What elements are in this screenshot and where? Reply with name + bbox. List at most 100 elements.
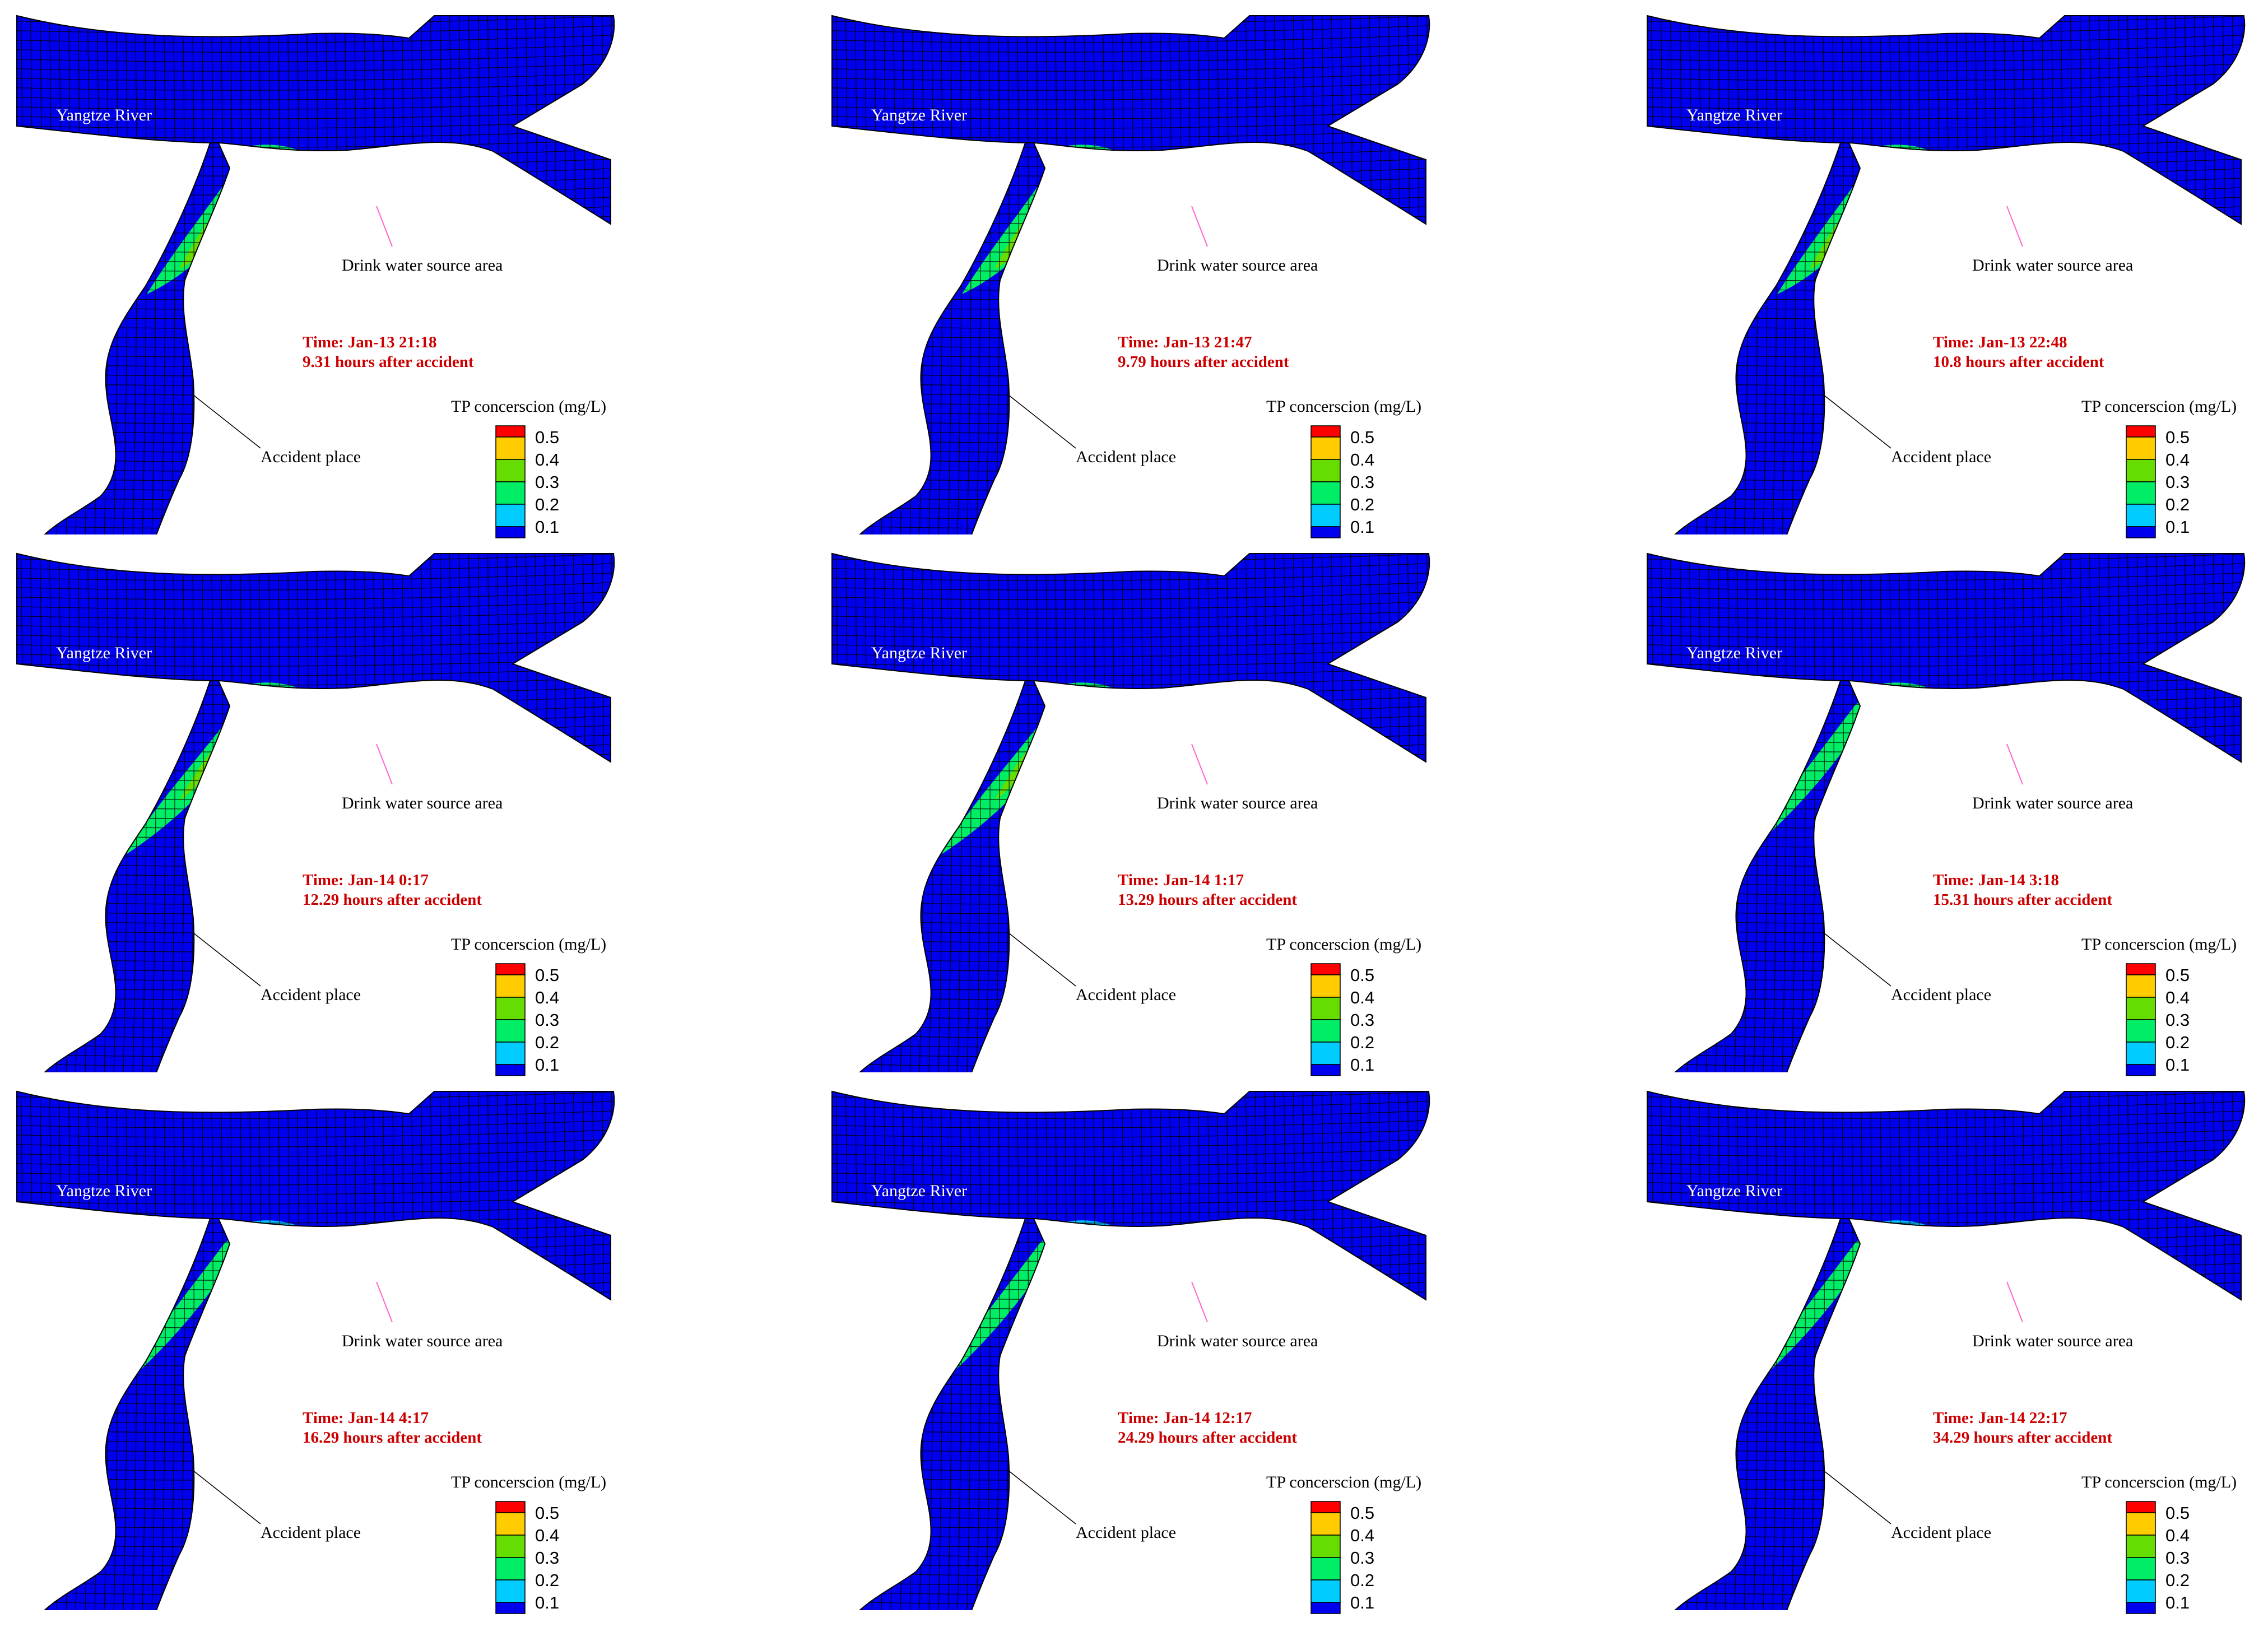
legend-swatch [1310, 963, 1341, 975]
legend-tick: 0.2 [535, 1033, 559, 1052]
legend-title: TP concerscion (mg/L) [451, 1473, 606, 1491]
source-pointer-line [2006, 206, 2023, 247]
legend-tick: 0.1 [2165, 1593, 2190, 1612]
pollution-plume [962, 145, 1129, 294]
time-label: Time: Jan-14 4:17 [303, 1409, 429, 1427]
legend-tick: 0.5 [535, 1503, 559, 1523]
legend-swatch [1310, 504, 1341, 527]
legend-tick: 0.4 [2165, 450, 2190, 469]
legend-swatch [495, 504, 526, 527]
legend: TP concerscion (mg/L)0.50.40.30.20.1 [451, 935, 606, 1076]
river-label: Yangtze River [56, 106, 152, 124]
legend-swatch [2126, 1501, 2156, 1513]
elapsed-label: 9.31 hours after accident [303, 353, 474, 371]
accident-label: Accident place [1076, 985, 1176, 1004]
legend-swatch [2126, 1579, 2156, 1603]
legend-swatch [1310, 1501, 1341, 1513]
tributary-outline [859, 1218, 1046, 1610]
legend-swatch [495, 997, 526, 1020]
legend-title: TP concerscion (mg/L) [1266, 935, 1421, 954]
legend-swatch [2126, 997, 2156, 1020]
legend-swatch [1310, 1064, 1341, 1076]
source-label: Drink water source area [342, 1332, 503, 1350]
legend-tick: 0.3 [2165, 472, 2190, 492]
legend-title: TP concerscion (mg/L) [2081, 1473, 2237, 1491]
yangtze-channel [832, 554, 1430, 762]
legend-tick: 0.2 [2165, 1570, 2190, 1590]
legend: TP concerscion (mg/L)0.50.40.30.20.1 [2081, 935, 2237, 1076]
accident-pointer-line [193, 394, 261, 449]
legend-tick: 0.3 [535, 472, 559, 492]
source-pointer-line [2006, 743, 2023, 785]
river-label: Yangtze River [871, 106, 967, 124]
tributary-outline [44, 680, 231, 1072]
legend-swatch [1310, 997, 1341, 1020]
yangtze-channel [17, 554, 615, 762]
legend-swatch [495, 1042, 526, 1065]
tributary-outline [1674, 680, 1861, 1072]
legend-tick: 0.4 [535, 1526, 559, 1545]
accident-label: Accident place [261, 448, 361, 466]
legend-tick: 0.1 [535, 517, 559, 537]
legend-swatch [1310, 1019, 1341, 1043]
tributary-outline [1674, 142, 1861, 534]
legend-tick: 0.4 [535, 988, 559, 1007]
time-label: Time: Jan-13 21:18 [303, 333, 437, 351]
legend: TP concerscion (mg/L)0.50.40.30.20.1 [2081, 1473, 2237, 1614]
accident-pointer-line [1823, 932, 1891, 987]
elapsed-label: 34.29 hours after accident [1933, 1429, 2112, 1447]
legend-tick: 0.3 [1350, 1548, 1374, 1568]
legend-title: TP concerscion (mg/L) [1266, 397, 1421, 416]
source-pointer-line [376, 206, 393, 247]
legend-tick: 0.2 [2165, 1033, 2190, 1052]
yangtze-channel [17, 1091, 615, 1300]
legend-tick: 0.2 [1350, 1570, 1374, 1590]
source-label: Drink water source area [1157, 256, 1318, 275]
accident-label: Accident place [1076, 1523, 1176, 1542]
accident-label: Accident place [1891, 448, 1991, 466]
legend: TP concerscion (mg/L)0.50.40.30.20.1 [451, 1473, 606, 1614]
panel-7: Yangtze River Drink water source area Acci… [16, 1090, 615, 1614]
legend-swatch [2126, 436, 2156, 460]
source-label: Drink water source area [1972, 794, 2133, 812]
panel-4: Yangtze River Drink water source area Acci… [16, 552, 615, 1076]
legend-swatch [1310, 1512, 1341, 1536]
accident-label: Accident place [261, 985, 361, 1004]
legend-tick: 0.2 [1350, 1033, 1374, 1052]
legend-tick: 0.5 [2165, 1503, 2190, 1523]
legend-swatch [2126, 1602, 2156, 1614]
legend-title: TP concerscion (mg/L) [2081, 935, 2237, 954]
river-label: Yangtze River [871, 1182, 967, 1200]
legend-tick: 0.3 [2165, 1548, 2190, 1568]
accident-label: Accident place [261, 1523, 361, 1542]
accident-pointer-line [1823, 1470, 1891, 1524]
yangtze-channel [17, 16, 615, 224]
legend-swatch [1310, 459, 1341, 482]
legend-swatch [1310, 1535, 1341, 1558]
time-label: Time: Jan-13 21:47 [1118, 333, 1252, 351]
accident-pointer-line [193, 1470, 261, 1524]
legend-tick: 0.1 [1350, 1593, 1374, 1612]
accident-label: Accident place [1076, 448, 1176, 466]
river-label: Yangtze River [1686, 644, 1782, 662]
legend-swatch [495, 425, 526, 438]
legend: TP concerscion (mg/L)0.50.40.30.20.1 [2081, 397, 2237, 538]
legend-swatch [1310, 1579, 1341, 1603]
legend: TP concerscion (mg/L)0.50.40.30.20.1 [451, 397, 606, 538]
legend-tick: 0.5 [535, 427, 559, 447]
accident-pointer-line [1008, 394, 1076, 449]
legend-swatch [495, 481, 526, 505]
source-pointer-line [1191, 1281, 1208, 1323]
legend-swatch [2126, 1535, 2156, 1558]
legend-tick: 0.1 [2165, 517, 2190, 537]
legend-swatch [2126, 526, 2156, 538]
time-label: Time: Jan-14 1:17 [1118, 871, 1244, 889]
legend-tick: 0.5 [2165, 965, 2190, 985]
legend-swatch [495, 1557, 526, 1580]
legend-tick: 0.1 [1350, 1055, 1374, 1075]
time-label: Time: Jan-14 12:17 [1118, 1409, 1252, 1427]
tributary-plume-band [126, 694, 263, 854]
source-label: Drink water source area [1157, 1332, 1318, 1350]
legend-swatch [495, 526, 526, 538]
